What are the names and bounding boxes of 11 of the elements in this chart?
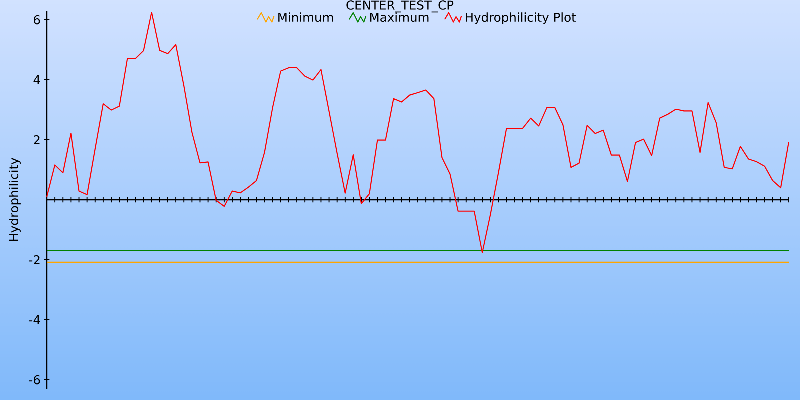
legend-label: Minimum [278,12,334,22]
y-tick-label: -2 [29,255,40,265]
y-tick-label: 2 [34,135,40,145]
y-tick-label: 4 [34,76,40,84]
y-tick-label: -6 [29,375,40,385]
y-tick-label: -4 [29,316,40,324]
legend-label: Hydrophilicity Plot [466,12,576,24]
chart-title: CENTER_TEST_CP [346,0,454,13]
y-tick-label: 6 [34,15,40,25]
y-axis-title: Hydrophilicity [9,158,21,242]
legend-label: Maximum [370,12,429,22]
